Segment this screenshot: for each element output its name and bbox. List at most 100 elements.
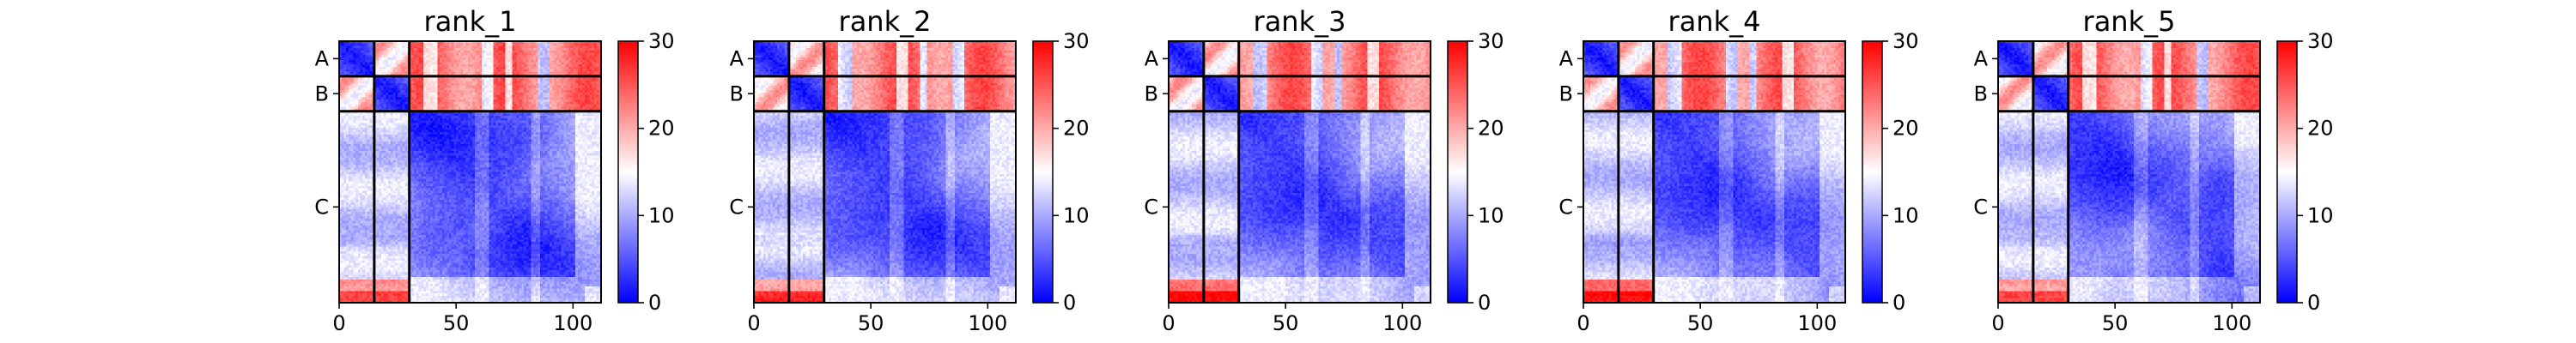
heatmap-cell xyxy=(503,87,506,90)
heatmap-cell xyxy=(550,87,552,90)
heatmap-cell xyxy=(384,99,386,102)
heatmap-cell xyxy=(587,69,590,72)
heatmap-cell xyxy=(445,97,447,99)
heatmap-cell xyxy=(552,60,555,63)
heatmap-cell xyxy=(510,93,513,95)
heatmap-cell xyxy=(550,81,552,83)
heatmap-cell xyxy=(386,106,388,109)
heatmap-cell xyxy=(594,48,597,51)
heatmap-cell xyxy=(566,45,568,48)
heatmap-cell xyxy=(555,121,557,123)
heatmap-cell xyxy=(459,90,461,93)
heatmap-cell xyxy=(501,57,503,60)
heatmap-cell xyxy=(435,79,438,81)
heatmap-cell xyxy=(472,86,475,88)
heatmap-cell xyxy=(519,81,522,83)
heatmap-cell xyxy=(391,45,393,48)
heatmap-cell xyxy=(547,57,550,60)
heatmap-cell xyxy=(379,95,381,98)
heatmap-cell xyxy=(582,102,585,105)
heatmap-cell xyxy=(355,67,358,69)
heatmap-cell xyxy=(468,86,471,88)
heatmap-cell xyxy=(461,93,464,95)
heatmap-cell xyxy=(456,79,459,81)
heatmap-cell xyxy=(384,81,386,83)
heatmap-cell xyxy=(365,55,368,57)
heatmap-cell xyxy=(421,106,423,109)
heatmap-cell xyxy=(398,121,400,123)
heatmap-cell xyxy=(521,63,524,65)
heatmap-cell xyxy=(571,97,574,99)
heatmap-cell xyxy=(578,45,580,48)
heatmap-cell xyxy=(368,83,370,86)
heatmap-cell xyxy=(524,51,526,53)
heatmap-cell xyxy=(351,121,354,123)
heatmap-cell xyxy=(353,55,355,57)
heatmap-cell xyxy=(575,64,578,67)
heatmap-cell xyxy=(501,79,503,81)
heatmap-cell xyxy=(587,57,590,60)
heatmap-cell xyxy=(404,97,407,99)
heatmap-cell xyxy=(411,93,414,95)
heatmap-cell xyxy=(592,105,594,107)
heatmap-cell xyxy=(495,113,498,116)
heatmap-cell xyxy=(562,118,564,121)
heatmap-cell xyxy=(379,45,381,48)
heatmap-cell xyxy=(510,67,513,69)
heatmap-cell xyxy=(379,121,381,123)
heatmap-cell xyxy=(578,48,580,51)
heatmap-cell xyxy=(426,64,428,67)
heatmap-cell xyxy=(430,44,433,46)
heatmap-cell xyxy=(547,121,550,123)
heatmap-cell xyxy=(517,53,519,56)
heatmap-cell xyxy=(587,106,590,109)
heatmap-cell xyxy=(355,105,358,107)
heatmap-cell xyxy=(461,71,464,74)
heatmap-cell xyxy=(585,93,587,95)
heatmap-cell xyxy=(517,87,519,90)
heatmap-cell xyxy=(566,97,568,99)
heatmap-cell xyxy=(498,86,501,88)
heatmap-cell xyxy=(379,102,381,105)
heatmap-cell xyxy=(355,57,358,60)
heatmap-cell xyxy=(484,51,487,53)
heatmap-cell xyxy=(391,60,393,63)
heatmap-cell xyxy=(403,90,405,93)
heatmap-cell xyxy=(555,116,557,118)
heatmap-cell xyxy=(421,71,423,74)
heatmap-cell xyxy=(388,64,391,67)
heatmap-cell xyxy=(358,55,361,57)
heatmap-cell xyxy=(592,71,594,74)
heatmap-cell xyxy=(369,57,372,60)
heatmap-cell xyxy=(510,45,513,48)
heatmap-cell xyxy=(552,102,555,105)
heatmap-cell xyxy=(531,121,533,123)
heatmap-cell xyxy=(449,79,452,81)
heatmap-cell xyxy=(503,48,506,51)
heatmap-cell xyxy=(587,116,590,118)
heatmap-cell xyxy=(543,93,545,95)
heatmap-cell xyxy=(585,97,587,99)
heatmap-cell xyxy=(445,53,447,56)
heatmap-cell xyxy=(414,53,416,56)
heatmap-cell xyxy=(494,105,496,107)
heatmap-cell xyxy=(587,51,590,53)
heatmap-cell xyxy=(445,113,447,116)
heatmap-cell xyxy=(505,67,507,69)
heatmap-cell xyxy=(463,55,465,57)
heatmap-cell xyxy=(475,69,477,72)
heatmap-cell xyxy=(475,51,477,53)
heatmap-cell xyxy=(566,67,568,69)
heatmap-cell xyxy=(459,102,461,105)
heatmap-cell xyxy=(477,106,480,109)
heatmap-cell xyxy=(555,79,557,81)
heatmap-cell xyxy=(495,48,498,51)
heatmap-cell xyxy=(484,95,487,98)
heatmap-cell xyxy=(435,81,438,83)
heatmap-cell xyxy=(379,79,381,81)
heatmap-cell xyxy=(437,106,440,109)
heatmap-cell xyxy=(449,45,452,48)
heatmap-cell xyxy=(388,45,391,48)
heatmap-cell xyxy=(495,93,498,95)
heatmap-cell xyxy=(437,81,440,83)
